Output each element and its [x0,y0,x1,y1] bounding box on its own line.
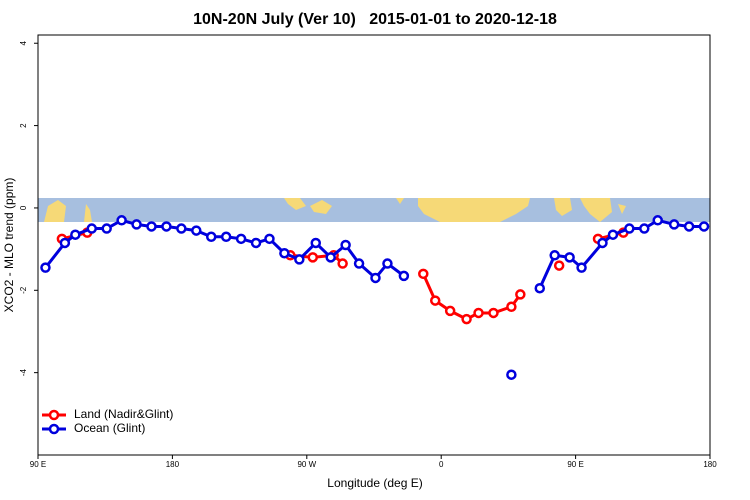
data-point [576,262,587,273]
y-tick-label: -2 [19,286,28,294]
data-point [70,229,81,240]
x-tick-label: 90 W [297,460,316,469]
legend-label: Ocean (Glint) [74,421,145,435]
data-point [250,237,262,249]
data-point [370,272,381,284]
x-tick-label: 90 E [567,460,583,469]
map-strip [38,198,710,222]
data-point [191,225,202,236]
data-point [668,219,680,230]
data-point [534,282,546,294]
plot-frame [37,34,711,456]
data-point [549,250,560,261]
x-tick-label: 180 [703,460,717,469]
legend-label: Land (Nadir&Glint) [74,407,173,421]
data-point [382,258,393,269]
chart-title: 10N-20N July (Ver 10) 2015-01-01 to 2020… [193,11,557,28]
data-point [698,221,710,232]
data-point [488,307,499,319]
y-axis-label: XCO2 - MLO trend (ppm) [2,178,16,313]
data-point [607,229,619,240]
data-point [294,254,305,265]
data-point [307,252,319,263]
data-point [279,247,290,259]
data-point [515,289,526,300]
data-point [506,301,517,313]
data-point [337,258,348,269]
data-point [325,252,336,263]
data-point [220,231,232,243]
data-point [444,305,456,317]
data-point [473,307,484,319]
data-point [418,268,429,280]
data-point [461,313,472,325]
data-point [564,252,575,263]
data-point [553,260,565,271]
y-tick-label: 4 [19,40,28,45]
data-point [101,223,112,234]
data-point [264,233,275,245]
data-point [116,215,127,226]
data-point [597,237,608,249]
legend-marker [48,409,60,421]
data-point [353,258,365,269]
data-point [59,237,71,249]
data-point [310,237,322,249]
legend-marker [48,423,60,435]
data-point [429,295,441,306]
x-tick-label: 0 [439,460,444,469]
data-point [506,369,517,380]
data-point [624,223,635,234]
data-point [683,221,695,232]
data-point [652,215,663,226]
data-point [161,221,172,232]
data-point [146,221,157,232]
data-point [639,223,650,234]
data-point [340,239,351,251]
x-axis-label: Longitude (deg E) [327,476,422,490]
x-tick-label: 90 E [30,460,46,469]
data-point [131,219,142,230]
data-point [176,223,187,234]
data-point [40,262,51,273]
y-tick-label: 2 [19,123,28,128]
data-point [235,233,247,245]
y-tick-label: -4 [19,369,28,377]
data-point [205,231,217,243]
data-point [398,270,410,282]
data-point [86,223,98,234]
x-tick-label: 180 [166,460,180,469]
y-tick-label: 0 [19,205,28,210]
